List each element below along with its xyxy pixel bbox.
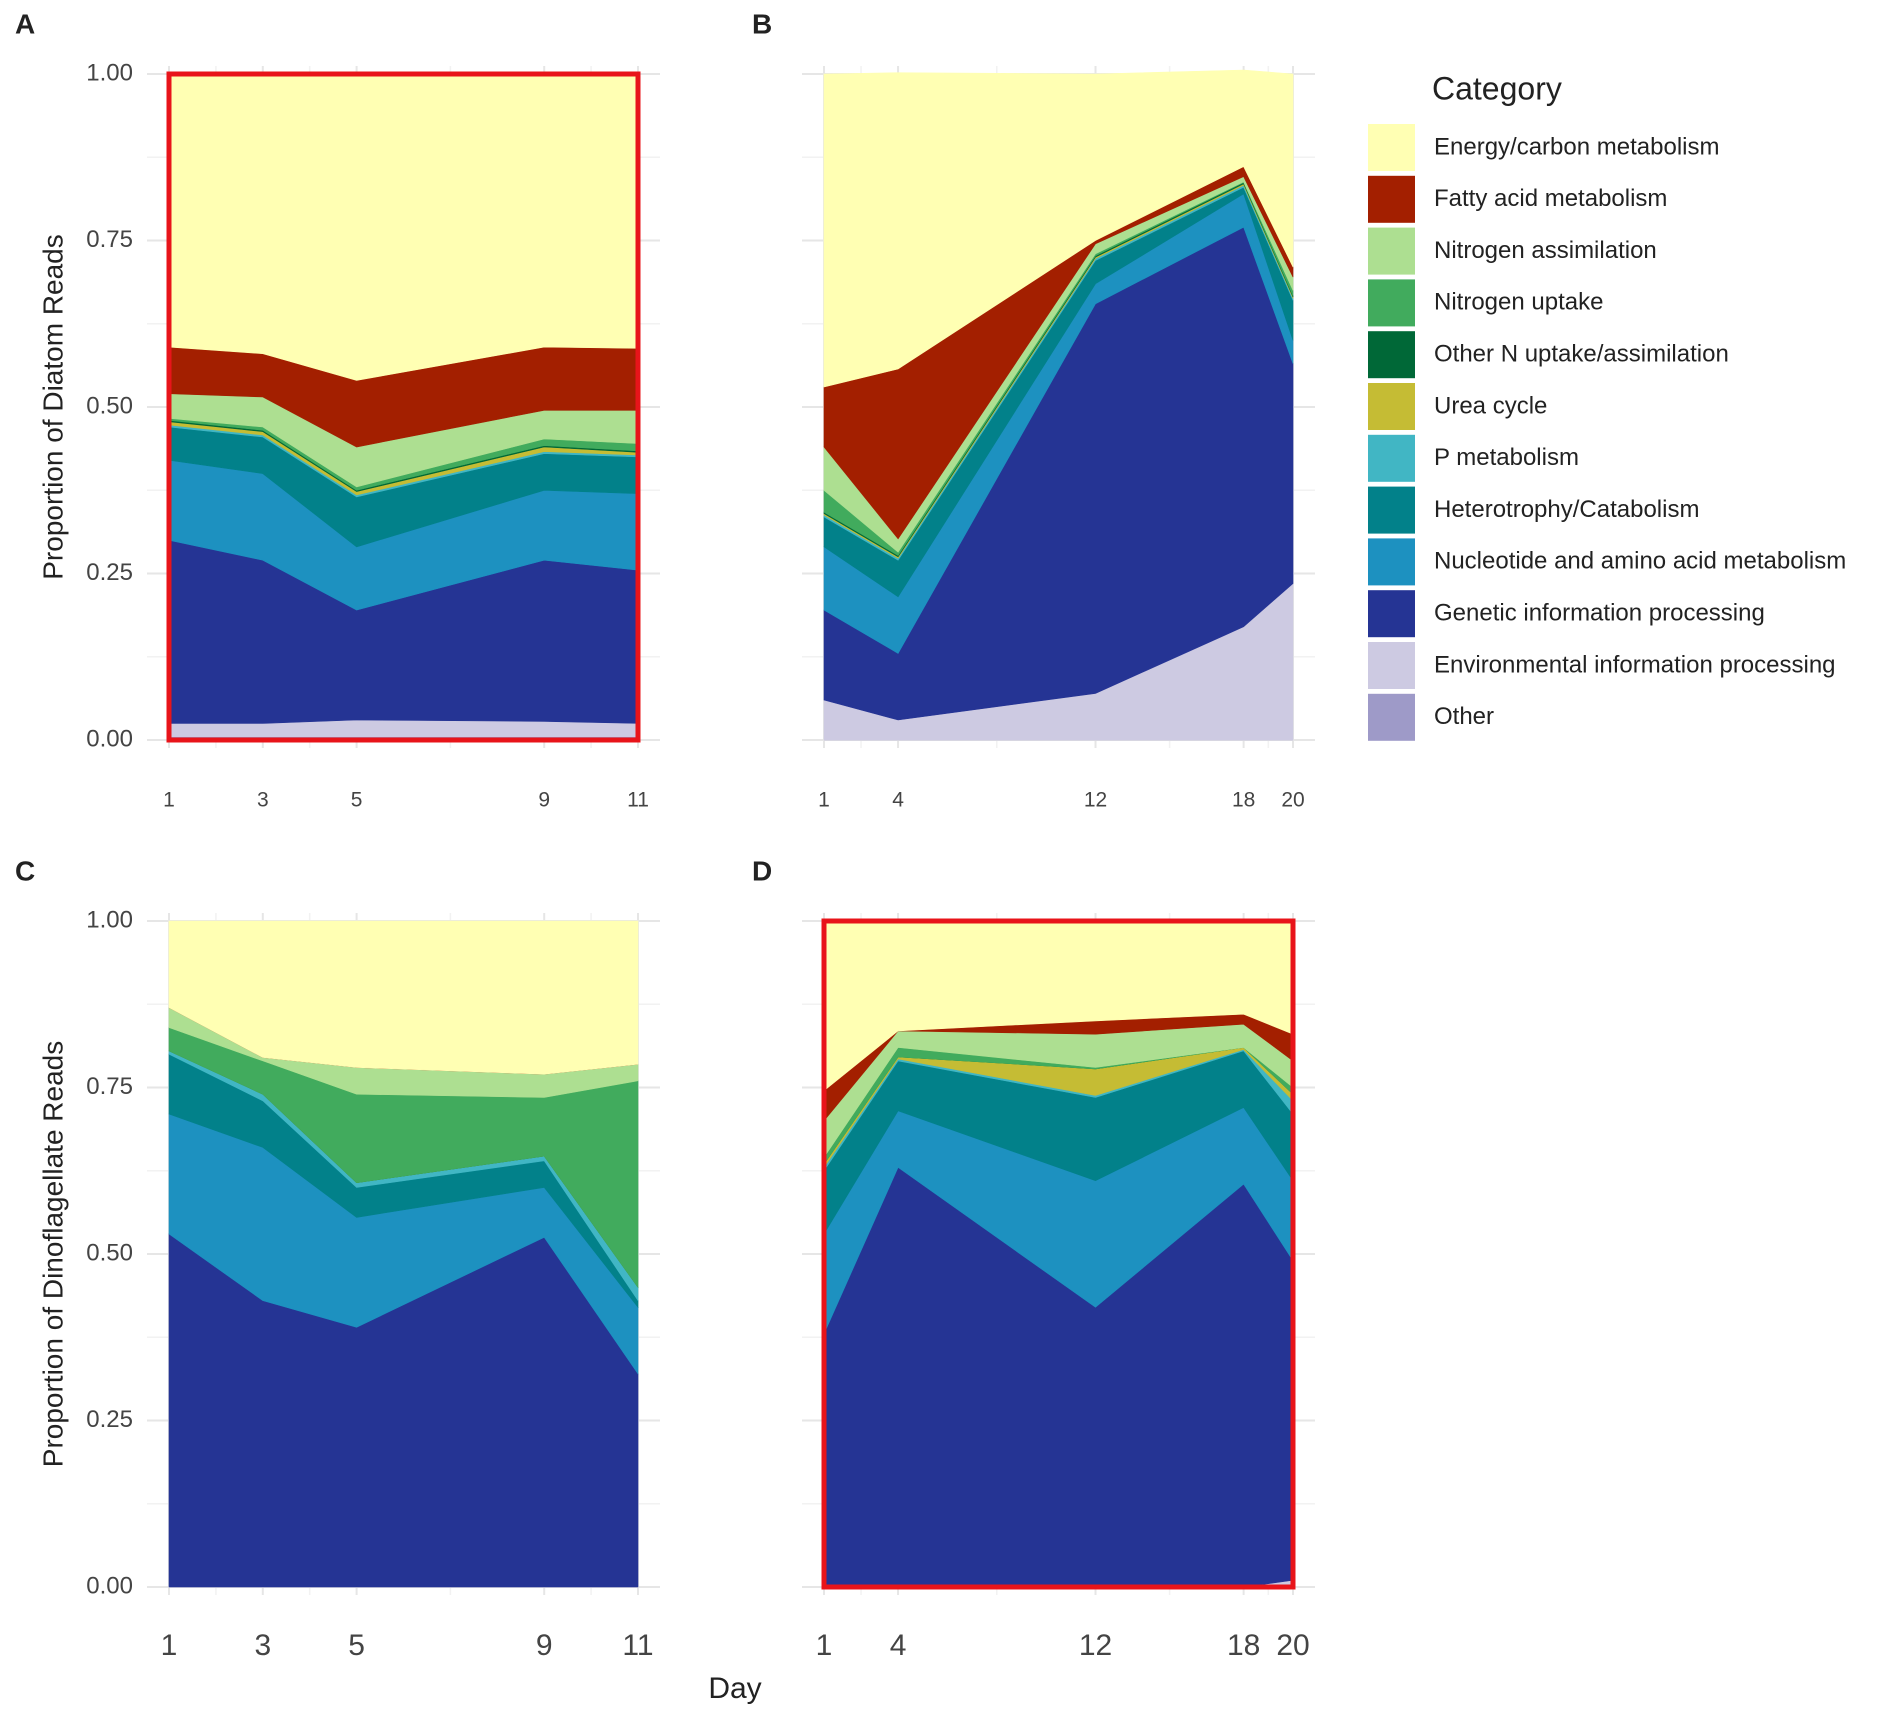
x-tick-label: 12: [1079, 1629, 1112, 1662]
legend-label: P metabolism: [1434, 444, 1579, 471]
x-tick-label: 11: [627, 789, 649, 812]
legend-swatch: [1368, 590, 1415, 638]
y-tick-label: 0.75: [86, 226, 133, 253]
x-tick-label: 1: [161, 1629, 178, 1662]
panel-label: B: [752, 8, 772, 39]
x-tick-label: 20: [1276, 1629, 1309, 1662]
legend-swatch: [1368, 642, 1415, 689]
y-tick-label: 0.25: [86, 1406, 133, 1433]
legend-swatch: [1368, 279, 1415, 327]
y-tick-label: 1.00: [86, 906, 133, 933]
legend-title: Category: [1432, 70, 1562, 106]
x-tick-label: 5: [348, 1629, 365, 1662]
x-tick-label: 4: [892, 789, 904, 812]
legend-label: Energy/carbon metabolism: [1434, 133, 1719, 160]
x-tick-label: 3: [254, 1629, 271, 1662]
highlight-box: [166, 71, 641, 743]
legend-swatch: [1368, 486, 1415, 534]
legend-label: Nitrogen assimilation: [1434, 237, 1657, 264]
legend-swatch: [1368, 175, 1415, 223]
legend-swatch: [1368, 124, 1415, 171]
legend-label: Heterotrophy/Catabolism: [1434, 496, 1699, 523]
y-tick-label: 0.00: [86, 1572, 133, 1599]
y-tick-label: 0.00: [86, 725, 133, 752]
legend-label: Environmental information processing: [1434, 651, 1836, 678]
legend-label: Other: [1434, 703, 1494, 730]
y-tick-label: 1.00: [86, 59, 133, 86]
x-axis-label: Day: [708, 1672, 761, 1705]
highlight-box: [821, 918, 1296, 1590]
panel-label: A: [15, 8, 35, 39]
x-tick-label: 1: [818, 789, 830, 812]
x-tick-label: 9: [536, 1629, 553, 1662]
legend-label: Genetic information processing: [1434, 600, 1765, 627]
legend-label: Nitrogen uptake: [1434, 289, 1603, 316]
area-band: [168, 920, 639, 1075]
legend-swatch: [1368, 434, 1415, 482]
x-tick-label: 4: [890, 1629, 907, 1662]
x-tick-label: 1: [816, 1629, 833, 1662]
legend-swatch: [1368, 227, 1415, 275]
x-tick-label: 20: [1281, 789, 1304, 812]
y-axis-label: Proportion of Dinoflagellate Reads: [37, 1041, 68, 1467]
legend-swatch: [1368, 383, 1415, 430]
y-axis-label: Proportion of Diatom Reads: [37, 234, 68, 580]
x-tick-label: 12: [1084, 789, 1107, 812]
x-tick-label: 5: [351, 789, 363, 812]
x-tick-label: 1: [163, 789, 175, 812]
legend-swatch: [1368, 538, 1415, 586]
x-tick-label: 18: [1227, 1629, 1260, 1662]
x-tick-label: 3: [257, 789, 269, 812]
x-tick-label: 18: [1232, 789, 1255, 812]
legend-label: Other N uptake/assimilation: [1434, 341, 1729, 368]
panel-label: C: [15, 855, 35, 886]
y-tick-label: 0.50: [86, 392, 133, 419]
area-band: [168, 73, 639, 381]
legend-label: Urea cycle: [1434, 392, 1547, 419]
y-tick-label: 0.25: [86, 559, 133, 586]
y-tick-label: 0.75: [86, 1073, 133, 1100]
legend-swatch: [1368, 331, 1415, 379]
y-tick-label: 0.50: [86, 1239, 133, 1266]
area-band: [823, 69, 1294, 388]
x-tick-label: 9: [538, 789, 550, 812]
legend-swatch: [1368, 693, 1415, 741]
x-tick-label: 11: [622, 1629, 653, 1662]
legend-label: Nucleotide and amino acid metabolism: [1434, 548, 1846, 575]
panel-label: D: [752, 855, 772, 886]
legend-label: Fatty acid metabolism: [1434, 185, 1667, 212]
